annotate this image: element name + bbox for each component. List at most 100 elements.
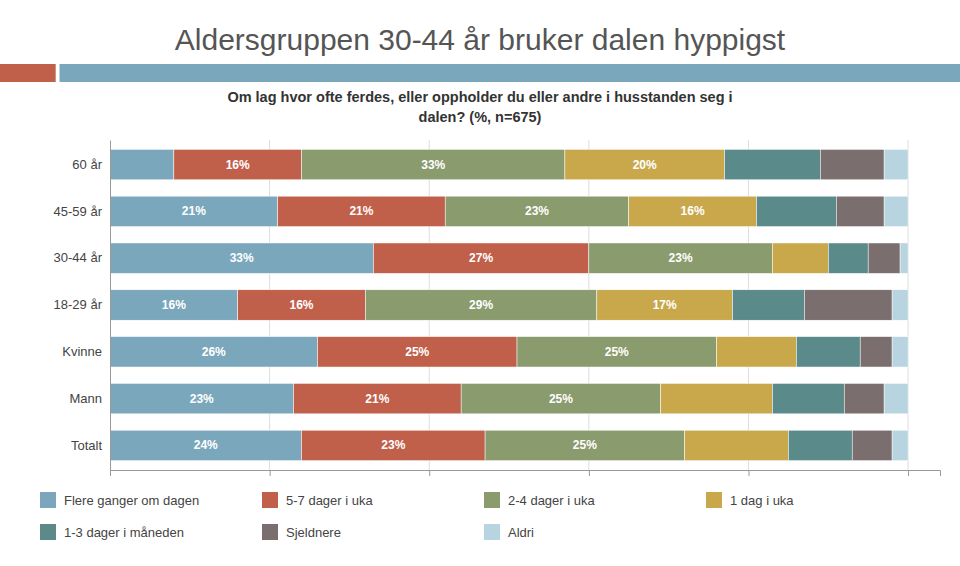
legend-item: 1-3 dager i måneden: [40, 524, 184, 540]
legend-item: Flere ganger om dagen: [40, 492, 199, 508]
data-label: 16%: [226, 158, 250, 172]
tick-mark: [429, 470, 430, 476]
bar: [365, 290, 596, 320]
legend-swatch: [262, 524, 278, 540]
bar: [302, 149, 565, 179]
bar: [110, 383, 294, 413]
tick-mark: [589, 470, 590, 476]
tick-mark: [908, 470, 909, 476]
data-label: 20%: [633, 158, 657, 172]
legend-item: 5-7 dager i uka: [262, 492, 373, 508]
x-axis: [111, 470, 941, 476]
tick-label: Kvinne: [62, 344, 102, 359]
bar: [238, 290, 366, 320]
data-label: 25%: [549, 392, 573, 406]
tick: [270, 470, 271, 476]
bar: [565, 149, 725, 179]
bar: [110, 430, 302, 460]
bar: [110, 243, 373, 273]
tick-mark: [748, 470, 749, 476]
tick: 60 år: [72, 157, 110, 172]
tick: [429, 470, 430, 476]
header-bar: [0, 64, 56, 82]
data-label: 17%: [653, 298, 677, 312]
legend-swatch: [262, 492, 278, 508]
bar: [804, 290, 892, 320]
bar: [629, 196, 757, 226]
bar: [110, 196, 278, 226]
legend-label: Sjeldnere: [286, 525, 341, 540]
bar: [884, 149, 908, 179]
tick: [748, 470, 749, 476]
bar: [828, 243, 868, 273]
bar: [852, 430, 892, 460]
data-label: 21%: [365, 392, 389, 406]
tick: [908, 470, 909, 476]
axis-line: [111, 471, 941, 477]
bar: [884, 196, 908, 226]
tick: [589, 470, 590, 476]
data-label: 21%: [182, 204, 206, 218]
subtitle: Om lag hvor ofte ferdes, eller oppholder…: [227, 89, 732, 125]
legend-label: Flere ganger om dagen: [64, 493, 199, 508]
data-label: 33%: [421, 158, 445, 172]
bar: [772, 383, 844, 413]
tick-mark: [270, 470, 271, 476]
bar: [892, 290, 908, 320]
bar: [661, 383, 773, 413]
data-label: 26%: [202, 345, 226, 359]
legend-item: Sjeldnere: [262, 524, 341, 540]
data-label: 23%: [381, 438, 405, 452]
bar: [174, 149, 302, 179]
bar: [796, 337, 860, 367]
chart: Aldersgruppen 30-44 år bruker dalen hypp…: [0, 0, 960, 566]
tick: Kvinne: [62, 344, 110, 359]
data-labels: 24%23%26%16%33%21%23%21%25%16%27%21%16%2…: [162, 158, 705, 453]
data-label: 23%: [669, 251, 693, 265]
data-label: 29%: [469, 298, 493, 312]
bar: [820, 149, 884, 179]
data-label: 27%: [469, 251, 493, 265]
tick: 18-29 år: [54, 297, 110, 312]
bar: [892, 337, 908, 367]
legend-label: 5-7 dager i uka: [286, 493, 373, 508]
tick: 30-44 år: [54, 250, 110, 265]
legend-swatch: [484, 492, 500, 508]
data-label: 33%: [230, 251, 254, 265]
tick-label: Mann: [69, 391, 102, 406]
bar: [900, 243, 908, 273]
bar: [445, 196, 629, 226]
bar: [597, 290, 733, 320]
header-bar: [60, 64, 960, 82]
bar: [884, 383, 908, 413]
legend: Flere ganger om dagen 5-7 dager i uka 2-4 …: [40, 492, 794, 540]
bar: [517, 337, 717, 367]
series: [884, 149, 908, 460]
legend-label: 1 dag i uka: [730, 493, 794, 508]
legend-swatch: [40, 492, 56, 508]
legend-swatch: [706, 492, 722, 508]
data-label: 23%: [190, 392, 214, 406]
data-label: 24%: [194, 438, 218, 452]
grid: [270, 140, 908, 470]
legend-item: 2-4 dager i uka: [484, 492, 595, 508]
tick: Totalt: [71, 438, 110, 453]
bar: [836, 196, 884, 226]
tick-label: 30-44 år: [54, 250, 103, 265]
data-label: 25%: [605, 345, 629, 359]
data-label: 16%: [290, 298, 314, 312]
bar: [110, 149, 174, 179]
data-label: 25%: [573, 438, 597, 452]
legend-label: 1-3 dager i måneden: [64, 525, 184, 540]
data-label: 25%: [405, 345, 429, 359]
bar: [461, 383, 661, 413]
bar: [725, 149, 821, 179]
y-axis: 60 år 45-59 år 30-44 år 18-29 år Kvinne Mann T…: [54, 141, 111, 471]
data-label: 21%: [349, 204, 373, 218]
tick-label: 45-59 år: [54, 204, 103, 219]
legend-swatch: [40, 524, 56, 540]
bar: [717, 337, 797, 367]
bar: [278, 196, 446, 226]
legend-item: Aldri: [484, 524, 534, 540]
tick-label: Totalt: [71, 438, 102, 453]
